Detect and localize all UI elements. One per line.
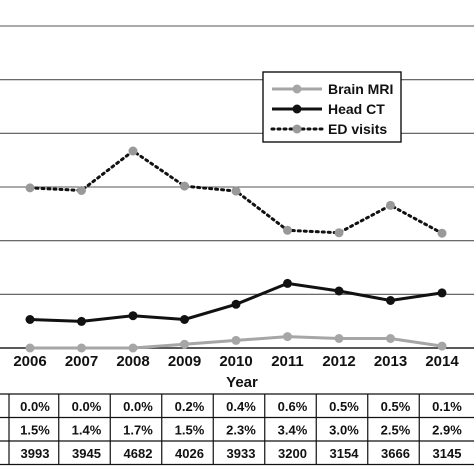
point-ed-visits-2006 bbox=[25, 183, 35, 193]
table-cell: 1.7% bbox=[123, 423, 153, 438]
series-points bbox=[25, 146, 447, 353]
x-axis-title: Year bbox=[226, 374, 258, 391]
point-brain-mri-2012 bbox=[334, 334, 344, 343]
point-brain-mri-2010 bbox=[231, 335, 241, 345]
legend-marker-head-ct bbox=[292, 104, 302, 114]
table-cell: 3993 bbox=[21, 446, 50, 461]
point-head-ct-2008 bbox=[128, 311, 138, 321]
table-cell: 3145 bbox=[433, 446, 462, 461]
point-head-ct-2010 bbox=[231, 299, 241, 309]
legend-marker-brain-mri bbox=[292, 84, 302, 94]
table-cell: 3933 bbox=[227, 446, 256, 461]
table-cell: 4026 bbox=[175, 446, 204, 461]
legend-label-head-ct: Head CT bbox=[328, 101, 385, 117]
x-tick-label: 2014 bbox=[425, 353, 459, 370]
table-cell: 0.0% bbox=[72, 399, 102, 414]
table-cell: 0.1% bbox=[432, 399, 462, 414]
point-brain-mri-2007 bbox=[77, 343, 86, 353]
point-ed-visits-2007 bbox=[77, 185, 86, 195]
point-head-ct-2012 bbox=[334, 286, 344, 296]
table-cell: 3154 bbox=[330, 446, 360, 461]
x-tick-labels: 2006 2007 2008 2009 2010 2011 2012 2013 2014 bbox=[13, 353, 459, 370]
table-cell: 0.6% bbox=[278, 399, 308, 414]
point-ed-visits-2013 bbox=[386, 200, 395, 210]
point-ed-visits-2008 bbox=[128, 146, 138, 156]
point-head-ct-2011 bbox=[283, 278, 292, 288]
point-ed-visits-2012 bbox=[334, 228, 344, 238]
x-tick-label: 2010 bbox=[219, 353, 252, 370]
table-cell: 2.9% bbox=[432, 423, 462, 438]
point-brain-mri-2006 bbox=[25, 343, 35, 353]
table-cell: 1.4% bbox=[72, 423, 102, 438]
x-tick-label: 2007 bbox=[65, 353, 98, 370]
x-tick-label: 2011 bbox=[271, 353, 304, 370]
point-head-ct-2006 bbox=[25, 315, 35, 324]
table-cell: 3.4% bbox=[278, 423, 308, 438]
point-ed-visits-2014 bbox=[437, 228, 447, 238]
table-cell: 0.2% bbox=[175, 399, 205, 414]
point-brain-mri-2013 bbox=[386, 334, 395, 343]
point-head-ct-2009 bbox=[180, 315, 189, 324]
point-ed-visits-2011 bbox=[283, 225, 292, 235]
x-tick-label: 2006 bbox=[13, 353, 46, 370]
table-cell: 0.5% bbox=[329, 399, 359, 414]
table-cell: 0.4% bbox=[226, 399, 256, 414]
point-brain-mri-2014 bbox=[437, 341, 447, 351]
table-cell: 3945 bbox=[72, 446, 101, 461]
point-brain-mri-2009 bbox=[180, 339, 189, 349]
x-tick-label: 2008 bbox=[116, 353, 149, 370]
series-lines bbox=[28, 149, 444, 350]
x-tick-label: 2012 bbox=[322, 353, 355, 370]
x-tick-label: 2009 bbox=[168, 353, 201, 370]
point-brain-mri-2011 bbox=[283, 332, 292, 342]
point-head-ct-2014 bbox=[437, 288, 447, 298]
x-tick-label: 2013 bbox=[374, 353, 407, 370]
table-cell: 0.5% bbox=[381, 399, 411, 414]
table-cell: 4682 bbox=[124, 446, 153, 461]
point-brain-mri-2008 bbox=[128, 343, 138, 353]
table-cell: 1.5% bbox=[175, 423, 205, 438]
legend-label-ed-visits: ED visits bbox=[328, 121, 387, 137]
table-cell: 0.0% bbox=[123, 399, 153, 414]
table-cell: 3200 bbox=[278, 446, 307, 461]
legend: Brain MRI Head CT ED visits bbox=[262, 71, 402, 143]
legend-marker-ed-visits bbox=[292, 124, 302, 134]
table-cell: 3666 bbox=[381, 446, 410, 461]
table-cell: 2.5% bbox=[381, 423, 411, 438]
table-cell: 0.0% bbox=[20, 399, 50, 414]
point-head-ct-2007 bbox=[77, 316, 86, 326]
table-cell: 3.0% bbox=[329, 423, 359, 438]
data-table: 0.0% 0.0% 0.0% 0.2% 0.4% 0.6% 0.5% 0.5% 0.1% 1.5%… bbox=[0, 393, 474, 466]
point-ed-visits-2009 bbox=[180, 181, 189, 191]
point-ed-visits-2010 bbox=[231, 186, 241, 196]
point-head-ct-2013 bbox=[386, 296, 395, 305]
table-cell: 2.3% bbox=[226, 423, 256, 438]
legend-label-brain-mri: Brain MRI bbox=[328, 81, 393, 97]
table-cell: 1.5% bbox=[20, 423, 50, 438]
